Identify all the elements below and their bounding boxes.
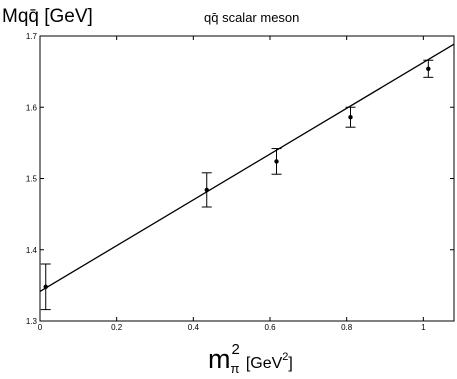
data-point	[426, 66, 431, 71]
data-points-group	[40, 59, 434, 311]
x-label-superscript: 2	[231, 341, 239, 358]
y-axis-label: Mqq̄ [GeV]	[2, 6, 93, 27]
x-tick-label: 0	[38, 323, 43, 332]
x-axis-label: mπ2[GeV2]	[208, 341, 293, 376]
fit-line	[39, 43, 455, 292]
x-tick-label: 0.4	[188, 323, 200, 332]
chart-title: qq̄ scalar meson	[204, 10, 299, 25]
y-tick-label: 1.5	[26, 175, 38, 184]
x-label-subscript: π	[231, 361, 240, 376]
x-tick-label: 0.2	[111, 323, 123, 332]
data-point	[204, 187, 209, 193]
axis-ticks: 0 0.2 0.4 0.6 0.8 1 1.3 1.4 1.5 1.6 1.7	[26, 32, 454, 332]
plot-frame	[39, 35, 455, 322]
fit-line-group	[39, 43, 455, 292]
y-tick-label: 1.3	[26, 317, 38, 326]
y-tick-label: 1.4	[26, 246, 38, 255]
data-point	[43, 284, 48, 289]
x-label-unit-superscript: 2	[282, 351, 288, 363]
x-label-unit-close: ]	[288, 355, 292, 372]
data-point	[348, 115, 353, 120]
x-tick-label: 1	[421, 323, 426, 332]
x-tick-label: 0.8	[341, 323, 353, 332]
x-tick-label: 0.6	[264, 323, 276, 332]
y-tick-label: 1.7	[26, 32, 38, 41]
x-label-unit: [GeV	[246, 355, 283, 372]
x-label-base: m	[208, 344, 231, 374]
data-point	[274, 159, 279, 164]
y-tick-label: 1.6	[26, 103, 38, 112]
